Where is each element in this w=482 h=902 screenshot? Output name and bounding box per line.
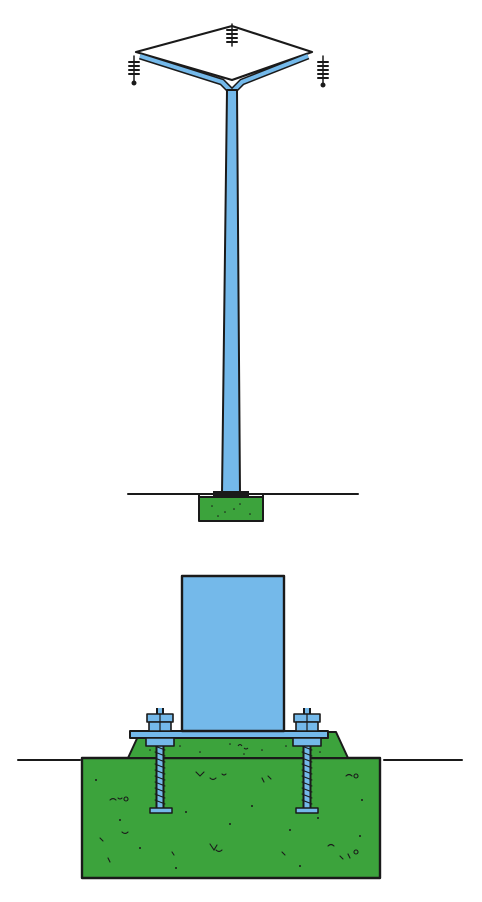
crossarm-frame — [134, 24, 314, 97]
insulator-icon — [317, 55, 329, 88]
nut-icon — [146, 708, 174, 732]
insulator-icon — [128, 55, 140, 86]
pole-elevation — [127, 23, 359, 522]
foundation-block-small — [198, 493, 264, 522]
nut-icon — [293, 708, 321, 732]
anchor-bolt-icon — [145, 737, 175, 814]
pole-shaft — [221, 89, 241, 495]
insulator-icon — [226, 23, 238, 47]
foundation-block-large — [80, 756, 382, 880]
base-detail — [17, 574, 463, 880]
pole-section — [180, 574, 286, 733]
anchor-bolt-icon — [292, 737, 322, 814]
